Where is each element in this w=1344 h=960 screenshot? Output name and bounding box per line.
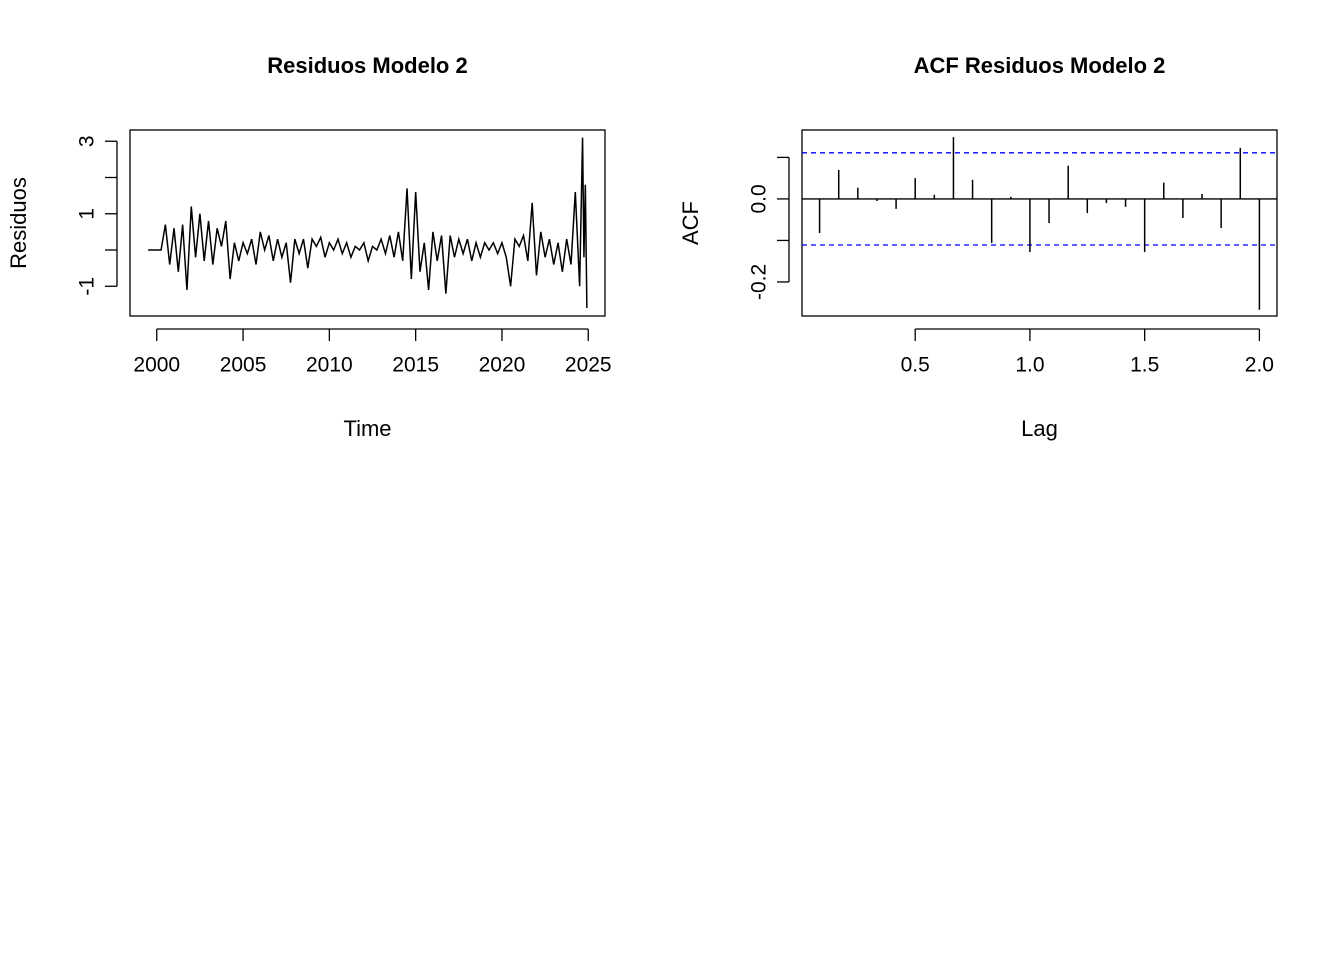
x-axis-label: Time [343,416,391,441]
x-tick-label: 2015 [392,354,439,377]
x-axis-label: Lag [1021,416,1058,441]
y-tick-label: 3 [76,135,99,147]
plot-frame [801,129,1278,317]
x-tick-label: 2005 [220,354,267,377]
x-tick-label: 2025 [565,354,612,377]
y-tick-label: 0.0 [748,184,771,213]
x-tick-label: 2010 [306,354,353,377]
panel: ACF Residuos Modelo 2 Lag ACF 0.5 1.0 1.5 2.0 -… [678,53,1278,441]
x-tick-label: 2.0 [1245,354,1274,377]
y-tick-label: -0.2 [748,264,771,300]
x-tick-label: 2000 [133,354,180,377]
x-tick-label: 0.5 [901,354,930,377]
plot-frame [129,129,606,317]
y-axis-label: Residuos [6,177,31,269]
y-tick-label: -1 [76,277,99,296]
chart-title: ACF Residuos Modelo 2 [914,53,1166,78]
y-axis-label: ACF [678,201,703,245]
x-tick-label: 1.5 [1130,354,1159,377]
x-tick-label: 2020 [479,354,526,377]
chart-title: Residuos Modelo 2 [267,53,467,78]
residual-line [148,137,588,309]
y-tick-label: 1 [76,208,99,220]
x-tick-label: 1.0 [1015,354,1044,377]
panel: Residuos Modelo 2 Time Residuos 2000 2005 201… [6,53,612,441]
